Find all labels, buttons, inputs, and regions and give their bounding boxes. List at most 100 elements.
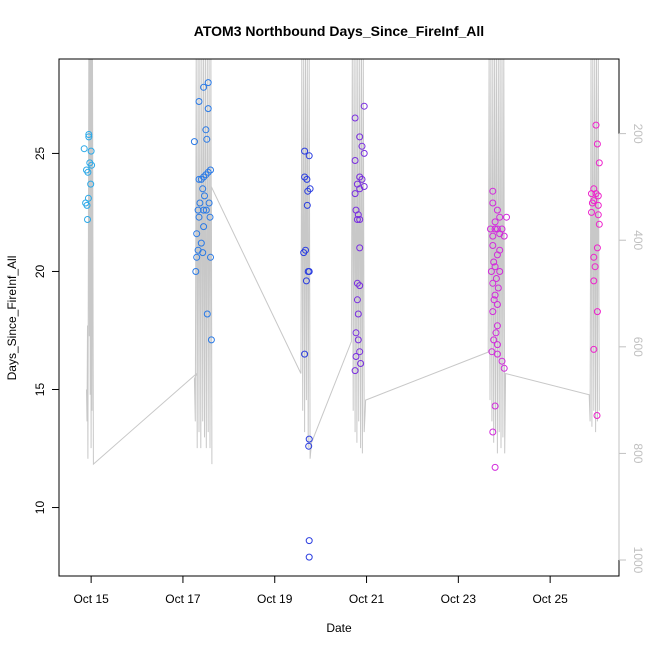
- data-point: [353, 279, 361, 287]
- data-point: [496, 213, 504, 221]
- data-point: [301, 147, 309, 155]
- data-point: [490, 258, 498, 266]
- data-point: [352, 353, 360, 360]
- data-point: [494, 284, 502, 292]
- data-point: [489, 242, 497, 249]
- data-point: [353, 296, 361, 304]
- data-point: [356, 348, 364, 356]
- right-tick-label: 200: [631, 124, 645, 144]
- plot-frame: [58, 58, 620, 577]
- data-point: [87, 147, 95, 155]
- data-point: [305, 435, 313, 443]
- data-point: [206, 213, 214, 221]
- data-point: [500, 232, 508, 240]
- right-axis: 200 400 600 800 1000: [618, 124, 645, 574]
- data-point: [354, 336, 362, 344]
- y-tick-label: 25: [33, 146, 47, 160]
- data-point: [205, 199, 213, 207]
- x-axis: Oct 15 Oct 17 Oct 19 Oct 21 Oct 23 Oct 25: [73, 575, 568, 606]
- data-point: [590, 345, 598, 353]
- data-point: [207, 253, 214, 261]
- data-point: [491, 463, 499, 471]
- data-point: [590, 197, 598, 205]
- data-point: [85, 131, 93, 138]
- data-point: [493, 251, 501, 259]
- data-point: [305, 442, 313, 450]
- y-tick-label: 20: [33, 264, 47, 278]
- data-point: [500, 364, 508, 372]
- data-point: [305, 553, 313, 561]
- x-tick-label: Oct 17: [165, 592, 201, 606]
- data-point: [192, 268, 200, 275]
- x-tick-label: Oct 25: [532, 592, 568, 606]
- data-point: [492, 275, 500, 282]
- data-point: [487, 268, 495, 275]
- data-point: [356, 244, 364, 252]
- y-tick-label: 15: [33, 383, 47, 397]
- data-point: [591, 263, 599, 271]
- data-point: [204, 79, 212, 87]
- right-tick-label: 800: [631, 443, 645, 463]
- data-point: [302, 277, 310, 285]
- data-point: [492, 329, 500, 337]
- line-series: [86, 58, 600, 466]
- data-point: [490, 296, 498, 304]
- right-tick-label: 600: [631, 337, 645, 357]
- data-point: [595, 220, 603, 228]
- data-point: [301, 350, 309, 358]
- data-point: [356, 185, 364, 193]
- data-point: [356, 282, 364, 290]
- data-point: [199, 185, 207, 193]
- data-point: [203, 135, 211, 143]
- data-point: [351, 114, 359, 122]
- data-point: [493, 206, 501, 214]
- data-point: [195, 213, 203, 221]
- data-point: [202, 206, 210, 214]
- data-point: [190, 138, 198, 146]
- data-point: [356, 133, 364, 141]
- data-point: [353, 216, 361, 223]
- data-point: [305, 537, 313, 545]
- data-point: [202, 126, 210, 134]
- data-point: [199, 249, 207, 257]
- data-point: [86, 159, 94, 167]
- data-point: [351, 190, 359, 198]
- data-point: [594, 201, 602, 209]
- data-point: [594, 211, 602, 219]
- data-point: [305, 268, 313, 275]
- data-point: [305, 152, 313, 160]
- data-point: [358, 175, 366, 183]
- data-point: [200, 173, 208, 181]
- x-tick-label: Oct 19: [257, 592, 293, 606]
- data-point: [88, 161, 96, 169]
- data-point: [356, 216, 364, 223]
- data-point: [207, 336, 215, 344]
- data-point: [196, 199, 204, 207]
- data-point: [80, 145, 88, 153]
- data-point: [84, 168, 92, 176]
- data-point: [491, 291, 499, 299]
- data-point: [197, 239, 205, 247]
- data-point: [204, 168, 212, 176]
- series-line: [86, 58, 600, 466]
- data-point: [358, 142, 366, 150]
- data-point: [592, 121, 600, 129]
- data-point: [487, 225, 494, 233]
- point-series: [80, 79, 603, 561]
- data-point: [491, 402, 499, 410]
- y-axis-label: Days_Since_FireInf_All: [5, 256, 19, 381]
- data-point: [489, 279, 497, 287]
- data-point: [306, 185, 314, 193]
- y-tick-label: 10: [33, 501, 47, 515]
- data-point: [202, 171, 210, 179]
- data-point: [302, 246, 309, 254]
- data-point: [357, 360, 365, 367]
- chart-title: ATOM3 Northbound Days_Since_FireInf_All: [194, 23, 484, 39]
- data-point: [193, 253, 201, 261]
- right-tick-label: 1000: [631, 547, 645, 574]
- data-point: [593, 244, 601, 252]
- data-point: [351, 367, 359, 375]
- data-point: [593, 412, 601, 419]
- data-point: [493, 322, 501, 330]
